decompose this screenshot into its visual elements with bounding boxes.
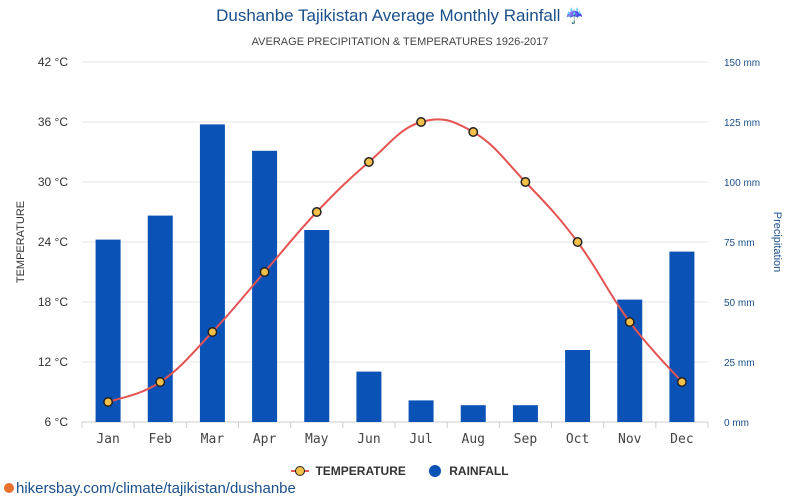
temperature-point (416, 117, 427, 127)
temperature-point (155, 377, 166, 387)
x-tick-label: Nov (618, 432, 642, 447)
temperature-point (311, 207, 322, 217)
y-right-tick-label: 125 mm (724, 118, 760, 129)
rainfall-bar (408, 400, 434, 422)
temperature-point (520, 177, 531, 187)
x-tick-label: Mar (201, 432, 225, 447)
y-right-tick-label: 150 mm (724, 58, 760, 69)
temperature-marker-icon (291, 465, 310, 477)
rainfall-bar (95, 239, 121, 422)
y-right-tick-label: 25 mm (724, 358, 755, 369)
y-right-tick-label: 100 mm (724, 178, 760, 189)
y-left-tick-label: 36 °C (38, 115, 68, 129)
rainfall-bar (147, 215, 173, 422)
y-right-tick-label: 0 mm (724, 418, 749, 429)
temperature-line (107, 118, 683, 403)
x-tick-label: May (305, 432, 329, 447)
x-tick-label: Feb (149, 432, 173, 447)
legend-label-temperature: TEMPERATURE (315, 464, 406, 478)
y-left-tick-label: 6 °C (45, 415, 69, 429)
legend-item-rainfall[interactable]: RAINFALL (429, 464, 509, 478)
x-tick-label: Jan (96, 432, 119, 447)
y-left-tick-label: 12 °C (38, 355, 68, 369)
rainfall-bar (356, 371, 382, 422)
umbrella-icon: ☔ (565, 8, 584, 25)
temperature-point (572, 237, 583, 247)
y-left-tick-label: 30 °C (38, 175, 68, 189)
legend-item-temperature[interactable]: TEMPERATURE (291, 464, 406, 478)
temperature-point (624, 317, 635, 327)
x-tick-label: Apr (253, 432, 277, 447)
y-right-tick-label: 50 mm (724, 298, 755, 309)
x-tick-label: Jun (357, 432, 380, 447)
y-left-tick-label: 42 °C (38, 55, 68, 69)
x-tick-label: Jul (409, 432, 432, 447)
rainfall-bar (512, 405, 538, 422)
x-tick-label: Dec (670, 432, 693, 447)
hikersbay-logo-icon (4, 483, 14, 493)
x-tick-label: Sep (514, 432, 538, 447)
temperature-point (676, 377, 687, 387)
temperature-point (207, 327, 218, 337)
x-tick-label: Oct (566, 432, 589, 447)
chart-legend: TEMPERATURE RAINFALL (0, 464, 800, 480)
chart-title: Dushanbe Tajikistan Average Monthly Rain… (0, 6, 800, 26)
chart-plot: 6 °C 12 °C 18 °C 24 °C 30 °C 36 °C 42 °C 0 mm 25… (15, 55, 783, 447)
rainfall-bar (304, 230, 330, 422)
legend-label-rainfall: RAINFALL (449, 464, 509, 478)
chart-title-text: Dushanbe Tajikistan Average Monthly Rain… (216, 6, 561, 25)
rainfall-marker-icon (429, 465, 442, 477)
rainfall-bar (565, 350, 591, 422)
rainfall-bar (669, 251, 695, 422)
y-left-axis-title: TEMPERATURE (15, 201, 27, 283)
rainfall-bar (252, 150, 278, 423)
source-link[interactable]: hikersbay.com/climate/tajikistan/dushanb… (4, 480, 296, 497)
y-right-axis-title: Precipitation (771, 212, 783, 273)
y-left-tick-label: 18 °C (38, 295, 68, 309)
rainfall-bar (460, 405, 486, 422)
temperature-point (468, 127, 479, 137)
temperature-point (259, 267, 270, 277)
x-tick-label: Aug (462, 432, 485, 447)
rainfall-bar (199, 124, 225, 423)
temperature-point (363, 157, 374, 167)
y-left-tick-label: 24 °C (38, 235, 68, 249)
chart-subtitle: AVERAGE PRECIPITATION & TEMPERATURES 192… (251, 36, 549, 48)
source-link-text: hikersbay.com/climate/tajikistan/dushanb… (16, 480, 296, 497)
y-right-tick-label: 75 mm (724, 238, 755, 249)
temperature-point (103, 397, 114, 407)
